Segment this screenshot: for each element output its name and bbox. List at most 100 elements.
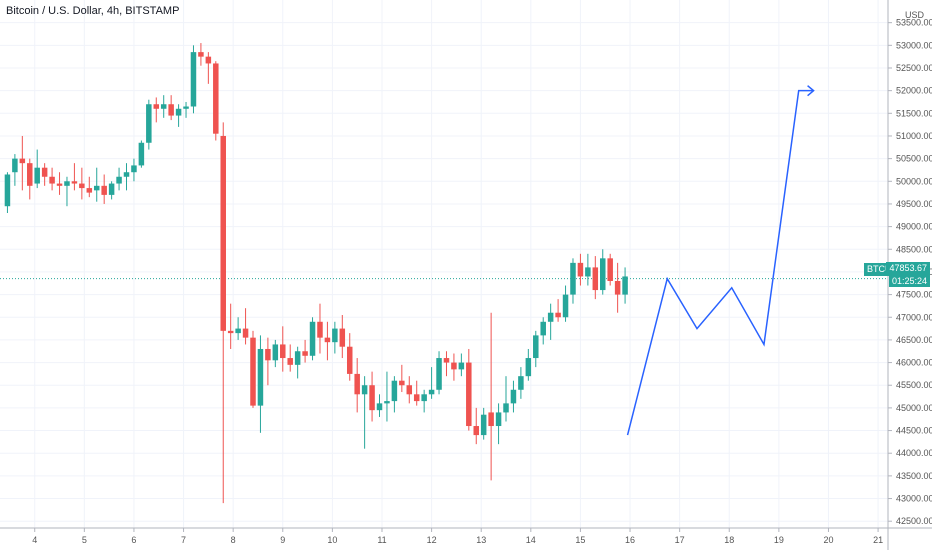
candle-body <box>577 262 584 277</box>
candle-body <box>547 312 554 322</box>
candle-body <box>443 358 450 363</box>
bar-countdown-badge: 01:25:24 <box>888 275 930 287</box>
candle-body <box>190 52 197 107</box>
candle-body <box>160 104 167 109</box>
candle-body <box>257 348 264 406</box>
candle-body <box>153 104 160 109</box>
candle-body <box>324 337 331 343</box>
candle-body <box>131 165 137 173</box>
candle-body <box>488 412 494 427</box>
candle-body <box>384 401 390 404</box>
candle-body <box>71 181 78 184</box>
candle-body <box>56 183 63 186</box>
candle-body <box>294 351 301 365</box>
x-tick-label: 18 <box>724 535 734 545</box>
y-tick-label: 44500.00 <box>896 426 932 436</box>
y-tick-label: 42500.00 <box>896 516 932 526</box>
last-price-badge: 47853.67 <box>886 262 930 275</box>
candle-body <box>108 183 115 195</box>
candle-body <box>235 328 241 334</box>
candle-body <box>12 158 18 173</box>
candle-body <box>570 262 576 295</box>
candle-body <box>466 362 472 427</box>
y-tick-label: 52000.00 <box>896 86 932 96</box>
candle-body <box>354 373 360 395</box>
y-tick-label: 48500.00 <box>896 244 932 254</box>
candle-body <box>562 294 569 318</box>
projection-path <box>626 89 814 436</box>
x-tick-label: 14 <box>526 535 536 545</box>
candle-body <box>503 403 509 413</box>
candle-body <box>339 328 346 347</box>
candle-body <box>413 394 420 402</box>
y-tick-label: 53000.00 <box>896 40 932 50</box>
candle-body <box>391 380 398 402</box>
candle-body <box>220 135 226 331</box>
currency-label: USD <box>904 10 924 20</box>
y-tick-label: 52500.00 <box>896 63 932 73</box>
candle-body <box>272 344 279 361</box>
candle-body <box>533 335 539 359</box>
candle-body <box>302 351 308 356</box>
x-tick-label: 8 <box>231 535 236 545</box>
candle-body <box>592 267 599 291</box>
y-tick-label: 46000.00 <box>896 358 932 368</box>
candle-body <box>116 176 122 184</box>
y-tick-label: 44000.00 <box>896 448 932 458</box>
y-tick-label: 49000.00 <box>896 222 932 232</box>
candle-body <box>4 174 11 207</box>
candle-body <box>495 412 502 427</box>
projection-arrow-head <box>807 85 815 97</box>
candle-body <box>480 414 487 436</box>
y-tick-label: 43000.00 <box>896 494 932 504</box>
candle-body <box>138 142 145 166</box>
candle-body <box>346 346 353 374</box>
x-tick-label: 11 <box>377 535 386 545</box>
x-tick-label: 4 <box>32 535 37 545</box>
candle-body <box>27 163 33 186</box>
candle-body <box>525 358 532 377</box>
candle-body <box>280 344 286 359</box>
candle-body <box>451 362 457 370</box>
candle-body <box>399 380 405 386</box>
candle-body <box>41 167 48 177</box>
candle-body <box>421 394 427 402</box>
candle-body <box>622 276 628 295</box>
candle-body <box>369 385 375 411</box>
x-tick-label: 21 <box>873 535 883 545</box>
x-tick-label: 20 <box>823 535 833 545</box>
candle-body <box>250 337 256 406</box>
x-tick-label: 13 <box>476 535 486 545</box>
y-tick-label: 47000.00 <box>896 312 932 322</box>
candle-body <box>49 176 55 184</box>
y-tick-label: 49500.00 <box>896 199 932 209</box>
candle-body <box>198 52 204 57</box>
x-tick-label: 17 <box>675 535 685 545</box>
y-tick-label: 50500.00 <box>896 154 932 164</box>
candle-body <box>265 348 271 361</box>
y-tick-label: 51000.00 <box>896 131 932 141</box>
candle-body <box>183 106 189 109</box>
x-tick-label: 5 <box>82 535 87 545</box>
candle-body <box>376 403 383 411</box>
x-tick-label: 16 <box>625 535 635 545</box>
candle-body <box>93 185 100 191</box>
y-tick-label: 45000.00 <box>896 403 932 413</box>
x-tick-label: 9 <box>280 535 285 545</box>
y-tick-label: 53500.00 <box>896 18 932 28</box>
x-tick-label: 7 <box>181 535 186 545</box>
candle-body <box>518 376 524 390</box>
candle-body <box>101 185 107 195</box>
candle-body <box>436 358 442 390</box>
candle-body <box>317 321 323 338</box>
y-tick-label: 51500.00 <box>896 108 932 118</box>
chart-title: Bitcoin / U.S. Dollar, 4h, BITSTAMP <box>6 5 180 17</box>
candle-body <box>309 321 316 356</box>
candle-body <box>64 181 70 186</box>
candle-body <box>607 258 613 281</box>
candle-body <box>585 267 591 277</box>
candle-body <box>614 280 621 295</box>
candle-body <box>540 321 546 336</box>
